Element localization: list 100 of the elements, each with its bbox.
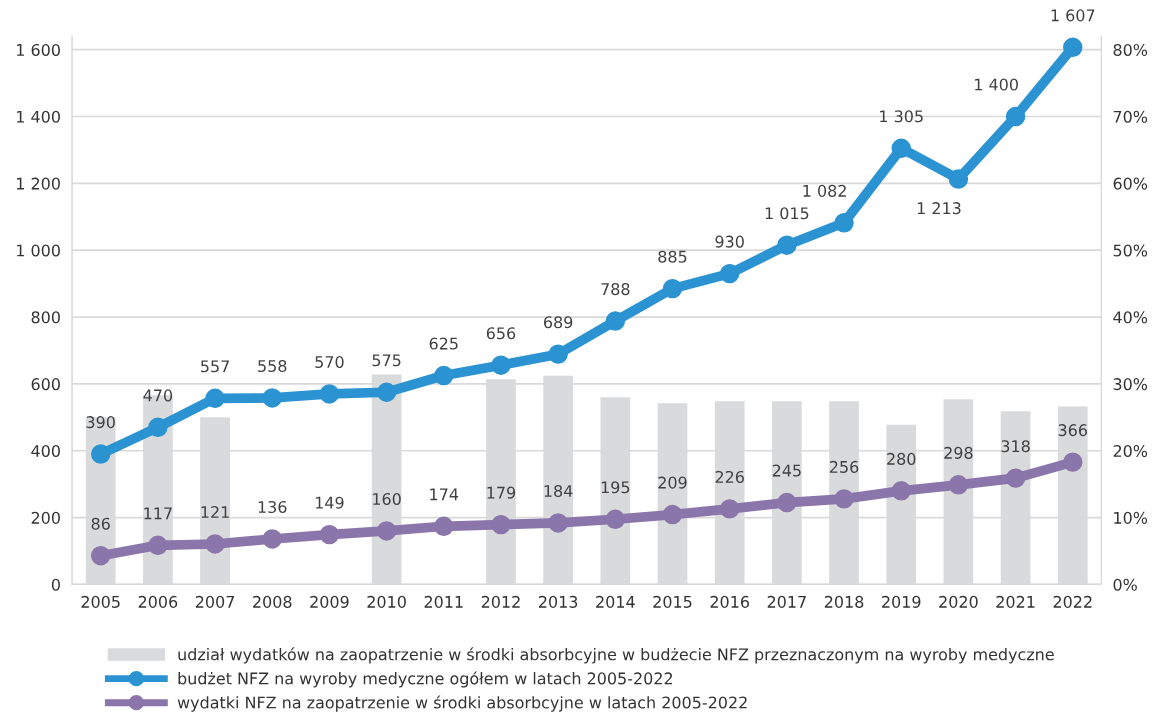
point [948, 169, 969, 189]
data-label: 788 [601, 283, 630, 296]
point [319, 524, 340, 545]
point [548, 344, 568, 364]
point [948, 475, 969, 495]
point [262, 529, 282, 549]
data-label: 117 [144, 507, 172, 520]
y-tick-label: 400 [31, 444, 60, 458]
x-tick-label: 2009 [310, 595, 349, 608]
y-tick-label: 1 400 [17, 110, 60, 123]
y2-tick-label: 60% [1113, 177, 1148, 190]
y-tick-label: 600 [31, 378, 60, 391]
y2-tick-label: 20% [1113, 444, 1148, 458]
x-tick-label: 2017 [767, 595, 806, 608]
data-label: 179 [487, 486, 516, 499]
x-tick-label: 2011 [424, 595, 463, 608]
data-label: 195 [601, 481, 630, 494]
point [662, 278, 683, 299]
x-tick-label: 2015 [653, 595, 692, 608]
data-label: 174 [430, 488, 459, 501]
point [662, 504, 683, 525]
point [148, 417, 168, 438]
data-label: 656 [486, 327, 516, 340]
x-tick-label: 2007 [195, 595, 235, 608]
x-tick-label: 2022 [1053, 595, 1092, 608]
x-tick-label: 2012 [481, 595, 520, 608]
point [834, 213, 854, 233]
point [205, 388, 225, 408]
y-tick-label: 1 600 [17, 43, 60, 56]
x-tick-label: 2006 [138, 595, 178, 608]
y2-tick-label: 40% [1113, 311, 1148, 324]
x-tick-label: 2014 [596, 595, 635, 608]
point [1005, 468, 1026, 488]
point [1005, 106, 1026, 127]
data-label: 298 [944, 446, 973, 459]
point [376, 382, 397, 402]
y2-tick-label: 30% [1113, 378, 1148, 391]
y2-tick-label: 50% [1113, 244, 1148, 257]
data-label: 256 [829, 460, 859, 473]
x-tick-label: 2020 [939, 595, 978, 608]
point [834, 489, 854, 509]
point [491, 355, 511, 375]
data-label: 136 [258, 500, 287, 514]
legend-label: wydatki NFZ na zaopatrzenie w środki absorbcyjne w latach 2005-2022 [177, 695, 747, 712]
data-label: 930 [715, 235, 744, 248]
y-tick-label: 0 [51, 578, 60, 591]
point [605, 311, 626, 331]
y2-tick-label: 80% [1113, 43, 1148, 56]
y2-tick-label: 70% [1113, 110, 1148, 123]
data-label: 689 [544, 316, 573, 329]
data-label: 121 [201, 505, 229, 518]
x-tick-label: 2008 [253, 595, 292, 608]
data-label: 1 213 [917, 202, 961, 215]
data-label: 280 [887, 452, 916, 465]
y-tick-label: 1 000 [17, 244, 60, 257]
data-label: 366 [1058, 424, 1088, 437]
y-tick-label: 200 [31, 511, 60, 524]
point [719, 499, 740, 519]
data-label: 1 305 [880, 110, 923, 123]
point [90, 444, 111, 464]
data-label: 1 400 [975, 78, 1018, 91]
data-label: 557 [201, 360, 229, 373]
x-tick-label: 2010 [367, 595, 406, 608]
x-tick-label: 2013 [538, 595, 578, 608]
legend-label: budżet NFZ na wyroby medyczne ogółem w latach 2005-2022 [178, 671, 673, 688]
point [719, 263, 740, 284]
point [1063, 452, 1083, 472]
x-tick-label: 2018 [824, 595, 864, 608]
data-label: 570 [315, 355, 344, 368]
point [148, 535, 168, 556]
x-tick-label: 2005 [81, 595, 120, 608]
point [205, 534, 225, 554]
data-label: 86 [91, 517, 110, 530]
point [319, 384, 340, 404]
x-tick-label: 2016 [710, 595, 749, 608]
data-label: 184 [544, 484, 573, 498]
point [491, 514, 511, 535]
point [90, 545, 111, 566]
point [777, 492, 797, 513]
y2-tick-label: 0% [1113, 578, 1137, 591]
point [376, 521, 397, 541]
data-label: 149 [315, 496, 344, 509]
data-label: 209 [658, 476, 687, 489]
data-label: 160 [373, 492, 401, 506]
data-label: 625 [429, 337, 458, 350]
point [891, 138, 911, 158]
point [434, 365, 454, 386]
data-label: 575 [372, 354, 401, 367]
data-label: 226 [715, 470, 744, 483]
y-tick-label: 800 [31, 311, 60, 324]
data-label: 1 082 [803, 184, 846, 197]
data-label: 558 [258, 359, 287, 373]
data-label: 245 [772, 464, 801, 477]
data-label: 1 015 [765, 207, 809, 220]
point [605, 509, 626, 529]
y-tick-label: 1 200 [17, 177, 60, 190]
point [434, 516, 454, 536]
data-label: 390 [86, 416, 115, 429]
data-label: 318 [1001, 440, 1030, 453]
x-tick-label: 2021 [996, 595, 1035, 608]
